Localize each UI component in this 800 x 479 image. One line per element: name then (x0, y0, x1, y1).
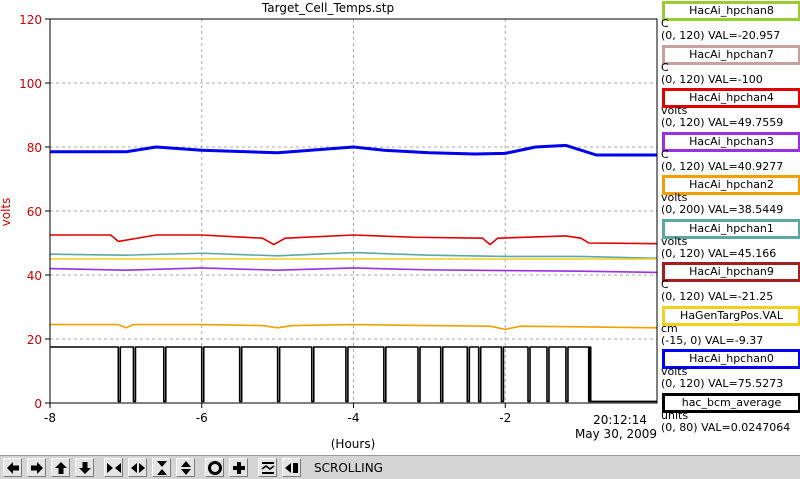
end-date-label: May 30, 2009 (575, 427, 657, 441)
legend-value: (0, 120) VAL=-21.25 (661, 290, 774, 303)
plus-button[interactable] (229, 458, 248, 477)
legend-unit: volts (661, 365, 688, 378)
y-tick-label: 40 (27, 269, 42, 283)
legend-value: (0, 80) VAL=0.0247064 (661, 420, 791, 434)
legend-unit: C (661, 147, 669, 161)
arrow-right-button[interactable] (27, 458, 46, 477)
y-tick-label: 60 (27, 205, 42, 219)
legend-label: HacAi_hpchan3 (662, 131, 800, 152)
legend-value: (0, 120) VAL=40.9277 (661, 159, 784, 173)
y-tick-label: 120 (19, 13, 42, 27)
zoom-in-vertical-button[interactable] (152, 458, 171, 477)
legend-label: HacAi_hpchan4 (662, 88, 800, 108)
x-tick-label: -6 (196, 411, 208, 425)
series-line-2 (49, 251, 658, 260)
legend-item[interactable]: HacAi_hpchan0 volts (0, 120) VAL=75.5273 (659, 349, 800, 397)
circle-icon (208, 461, 222, 475)
legend-label: hac_bcm_average (662, 392, 800, 413)
legend-item[interactable]: HacAi_hpchan3 C (0, 120) VAL=40.9277 (659, 131, 800, 180)
arrow-down-button[interactable] (75, 458, 94, 477)
legend-unit: C (661, 278, 669, 291)
legend-item[interactable]: HacAi_hpchan1 volts (0, 120) VAL=45.166 (659, 218, 800, 267)
legend-unit: volts (661, 191, 688, 204)
x-tick-label: -8 (44, 411, 56, 425)
legend-item[interactable]: hac_bcm_average units (0, 80) VAL=0.024706… (659, 392, 800, 441)
zoom-out-vertical-button[interactable] (176, 458, 195, 477)
series-line-5 (50, 323, 658, 331)
legend-value: (0, 120) VAL=-100 (661, 72, 763, 86)
legend-unit: C (661, 60, 669, 74)
chart-title: Target_Cell_Temps.stp (261, 1, 394, 15)
toolbar: SCROLLING (0, 455, 800, 479)
legend-label: HacAi_hpchan0 (662, 349, 800, 369)
series-line-0 (50, 143, 657, 157)
x-tick-label: -2 (499, 411, 511, 425)
series-layer (49, 143, 658, 403)
series-line-1 (50, 234, 658, 246)
legend-unit: C (661, 17, 669, 30)
zoom-in-vertical-icon (157, 461, 167, 475)
y-tick-label: 80 (27, 141, 42, 155)
legend-value: (0, 200) VAL=38.5449 (661, 203, 784, 216)
legend-unit: volts (661, 104, 688, 117)
legend-item[interactable]: HacAi_hpchan2 volts (0, 200) VAL=38.5449 (659, 175, 800, 223)
scroll-left-icon (285, 463, 298, 473)
circle-button[interactable] (205, 458, 224, 477)
zoom-out-horizontal-button[interactable] (128, 458, 147, 477)
arrow-right-icon (31, 462, 43, 474)
legend-item[interactable]: HaGenTargPos.VAL cm (-15, 0) VAL=-9.37 (659, 305, 800, 354)
chart: Target_Cell_Temps.stp 0 20 40 60 80 100 120 -8… (0, 1, 658, 451)
legend-value: (0, 120) VAL=49.7559 (661, 116, 784, 129)
legend-value: (0, 120) VAL=75.5273 (661, 377, 784, 390)
legend-label: HacAi_hpchan8 (662, 1, 800, 21)
legend-label: HacAi_hpchan7 (662, 44, 800, 65)
autoscale-button[interactable] (258, 458, 277, 477)
x-axis-label: (Hours) (331, 437, 376, 451)
arrow-down-icon (79, 462, 91, 474)
legend-unit: units (661, 408, 689, 422)
legend-label: HacAi_hpchan9 (662, 262, 800, 282)
legend-unit: volts (661, 234, 688, 248)
scroll-status: SCROLLING (314, 461, 383, 475)
legend-item[interactable]: HacAi_hpchan9 C (0, 120) VAL=-21.25 (659, 262, 800, 310)
x-tick-label: -4 (348, 411, 360, 425)
arrow-left-button[interactable] (3, 458, 22, 477)
legend-value: (-15, 0) VAL=-9.37 (661, 333, 764, 347)
zoom-out-vertical-icon (181, 461, 191, 475)
legend-item[interactable]: HacAi_hpchan7 C (0, 120) VAL=-100 (659, 44, 800, 93)
legend-item[interactable]: HacAi_hpchan8 C (0, 120) VAL=-20.957 (659, 1, 800, 49)
legend-label: HacAi_hpchan1 (662, 218, 800, 239)
series-line-4 (49, 267, 658, 274)
autoscale-icon (261, 462, 275, 474)
y-axis: 0 20 40 60 80 100 120 (19, 13, 50, 411)
scroll-left-button[interactable] (282, 458, 301, 477)
series-line-6 (50, 346, 657, 403)
legend-item[interactable]: HacAi_hpchan4 volts (0, 120) VAL=49.7559 (659, 88, 800, 136)
y-tick-label: 100 (19, 77, 42, 91)
x-axis: -8 -6 -4 -2 (44, 403, 511, 425)
zoom-in-horizontal-icon (107, 463, 121, 473)
legend-unit: cm (661, 321, 678, 335)
legend-value: (0, 120) VAL=45.166 (661, 246, 777, 260)
zoom-out-horizontal-icon (131, 463, 145, 473)
plus-icon (233, 462, 245, 474)
legend-value: (0, 120) VAL=-20.957 (661, 29, 781, 42)
legend: HacAi_hpchan8 C (0, 120) VAL=-20.957 HacAi_… (659, 0, 800, 455)
y-tick-label: 0 (34, 397, 42, 411)
y-tick-label: 20 (27, 333, 42, 347)
arrow-up-icon (55, 462, 67, 474)
legend-label: HaGenTargPos.VAL (662, 305, 800, 326)
end-time-label: 20:12:14 (593, 413, 647, 427)
grid (50, 19, 657, 403)
y-axis-label: volts (0, 198, 13, 227)
legend-label: HacAi_hpchan2 (662, 175, 800, 195)
arrow-left-icon (7, 462, 19, 474)
arrow-up-button[interactable] (51, 458, 70, 477)
zoom-in-horizontal-button[interactable] (104, 458, 123, 477)
